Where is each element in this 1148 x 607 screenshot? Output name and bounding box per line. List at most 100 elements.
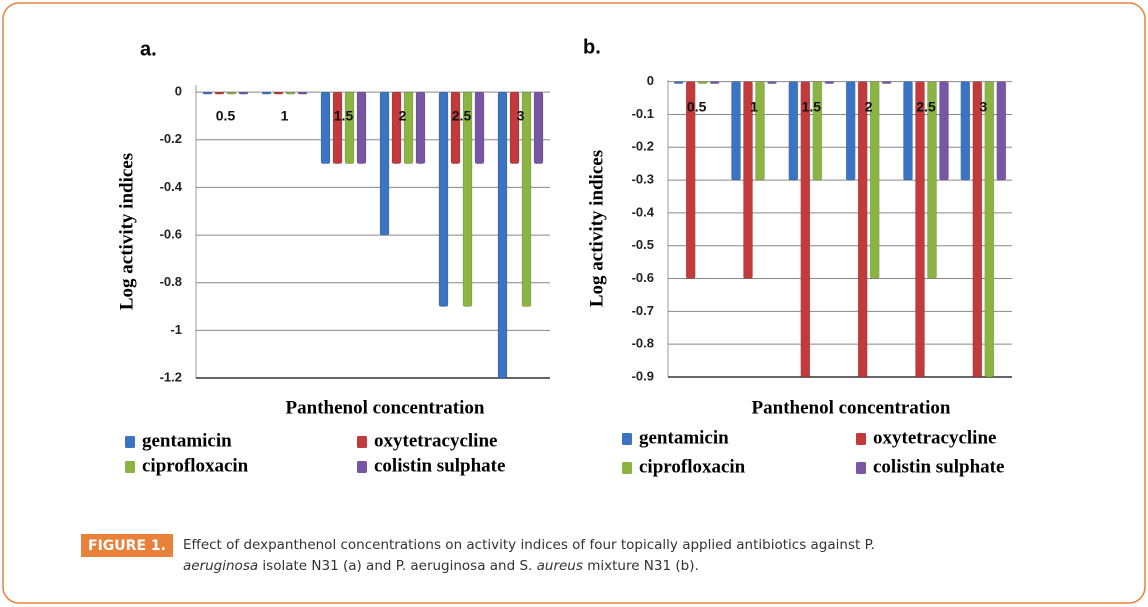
- legend-swatch: [622, 462, 632, 474]
- bar: [869, 81, 880, 279]
- legend-swatch: [357, 461, 367, 473]
- bar: [533, 91, 544, 164]
- bar: [960, 81, 971, 181]
- bar: [344, 91, 355, 164]
- legend-label: ciprofloxacin: [142, 455, 249, 476]
- caption-label-box: [81, 534, 173, 557]
- legend-label: colistin sulphate: [873, 456, 1004, 477]
- y-tick-label: -0.7: [632, 303, 654, 318]
- bar: [939, 81, 949, 181]
- bar: [824, 81, 835, 84]
- bar: [709, 81, 720, 84]
- y-tick-label: -0.6: [160, 227, 182, 242]
- x-tick-label: 1: [281, 108, 289, 124]
- bar: [226, 91, 237, 95]
- legend-label: ciprofloxacin: [639, 456, 746, 477]
- bar: [521, 91, 532, 307]
- legend-label: colistin sulphate: [374, 455, 505, 476]
- x-tick-label: 3: [517, 108, 525, 124]
- y-tick-label: -0.8: [632, 336, 654, 351]
- x-tick-label: 1.5: [334, 108, 354, 124]
- bar: [857, 81, 868, 378]
- bar: [697, 81, 708, 84]
- x-tick-label: 0.5: [216, 108, 236, 124]
- caption-label: FIGURE 1.: [88, 538, 166, 554]
- chart-title: b.: [583, 36, 601, 58]
- bar: [788, 81, 799, 181]
- bar: [320, 91, 331, 164]
- x-tick-label: 2.5: [452, 108, 472, 124]
- y-axis-title: Log activity indices: [116, 153, 137, 310]
- caption-italic: aureus: [537, 558, 583, 574]
- y-tick-label: 0: [175, 84, 182, 99]
- bar: [285, 91, 296, 95]
- legend-label: gentamicin: [639, 427, 729, 448]
- bar: [984, 81, 995, 378]
- legend-label: gentamicin: [142, 430, 232, 451]
- legend-swatch: [125, 461, 135, 473]
- bar: [261, 91, 272, 95]
- bar: [731, 81, 741, 181]
- bar: [238, 91, 249, 95]
- bar: [767, 81, 777, 84]
- bar: [685, 81, 696, 279]
- bar: [391, 91, 402, 164]
- bar: [379, 91, 390, 236]
- legend-swatch: [357, 436, 367, 448]
- x-tick-label: 0.5: [687, 99, 707, 115]
- bar: [881, 81, 892, 84]
- bar: [214, 91, 225, 95]
- bar: [474, 91, 485, 164]
- bar: [356, 91, 367, 164]
- y-tick-label: -0.2: [632, 139, 654, 154]
- bar: [297, 91, 308, 95]
- bar: [202, 91, 213, 95]
- y-tick-label: -0.9: [632, 368, 654, 383]
- bar: [996, 81, 1007, 181]
- y-tick-label: -1: [170, 322, 182, 337]
- caption-line: aeruginosa isolate N31 (a) and P. aerugi…: [183, 558, 699, 574]
- bar: [509, 91, 520, 164]
- legend-swatch: [856, 433, 866, 445]
- x-tick-label: 1: [750, 99, 758, 115]
- x-axis-title: Panthenol concentration: [752, 397, 951, 418]
- legend-label: oxytetracycline: [374, 430, 497, 451]
- caption-text: isolate N31 (a) and P. aeruginosa and S.: [258, 558, 536, 574]
- bar: [273, 91, 284, 95]
- bar: [755, 81, 765, 181]
- bar: [800, 81, 811, 378]
- legend-label: oxytetracycline: [873, 427, 996, 448]
- caption-italic: aeruginosa: [183, 558, 258, 574]
- chart-title: a.: [140, 38, 157, 60]
- x-tick-label: 2: [399, 108, 407, 124]
- bar: [812, 81, 823, 181]
- bar: [673, 81, 684, 84]
- x-tick-label: 2.5: [916, 99, 936, 115]
- bar: [845, 81, 856, 181]
- legend-swatch: [622, 433, 632, 445]
- caption-line: Effect of dexpanthenol concentrations on…: [183, 537, 875, 553]
- bar: [972, 81, 983, 378]
- x-tick-label: 2: [865, 99, 873, 115]
- x-tick-label: 1.5: [802, 99, 822, 115]
- y-tick-label: 0: [647, 73, 654, 88]
- y-axis-title: Log activity indices: [586, 150, 607, 307]
- bar: [332, 91, 343, 164]
- bar: [438, 91, 449, 307]
- y-tick-label: -0.2: [160, 131, 182, 146]
- bar: [450, 91, 461, 164]
- bar: [497, 91, 508, 379]
- bar: [403, 91, 414, 164]
- bar: [903, 81, 913, 181]
- bar: [915, 81, 925, 378]
- bar: [927, 81, 937, 279]
- x-axis-title: Panthenol concentration: [286, 397, 485, 418]
- caption-text: mixture N31 (b).: [583, 558, 699, 574]
- y-tick-label: -0.3: [632, 172, 654, 187]
- legend-swatch: [125, 436, 135, 448]
- y-tick-label: -1.2: [160, 369, 182, 384]
- bar: [462, 91, 473, 307]
- y-tick-label: -0.6: [632, 270, 654, 285]
